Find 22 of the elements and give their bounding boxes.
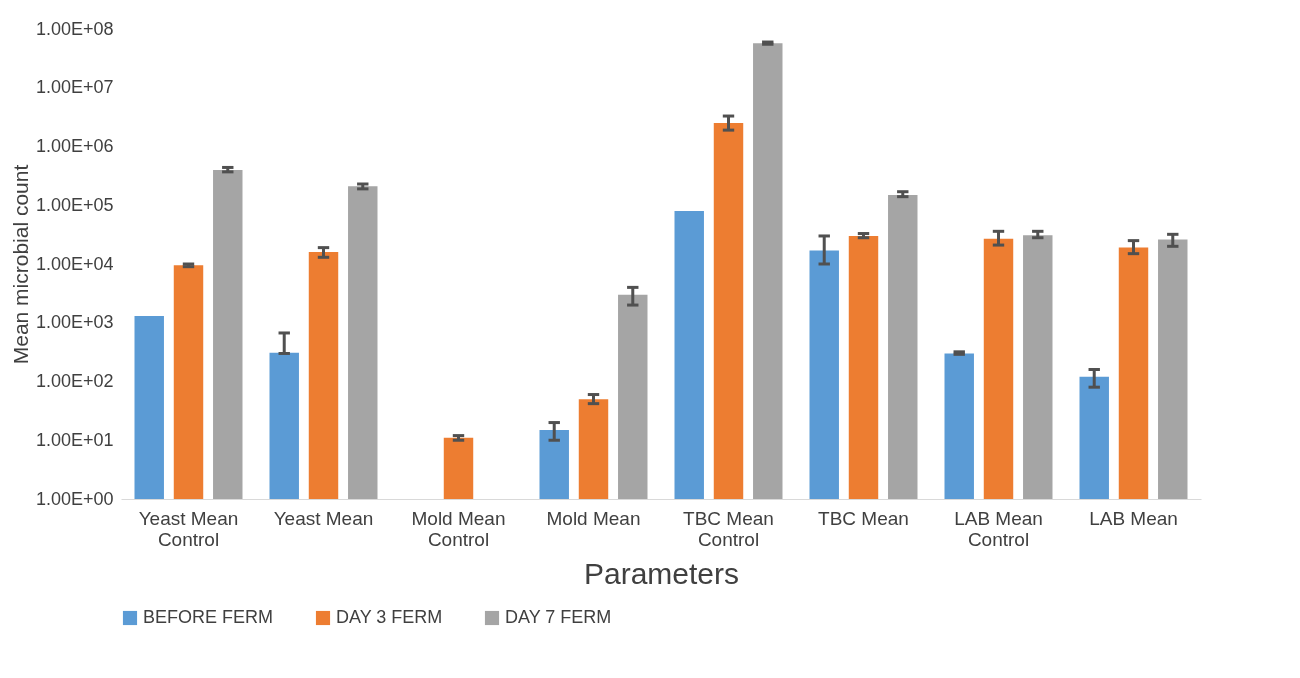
y-axis-title: Mean microbial count — [8, 164, 32, 365]
y-tick-label: 1.00E+04 — [35, 253, 114, 274]
y-tick-label: 1.00E+02 — [35, 371, 114, 391]
y-tick-label: 1.00E+08 — [35, 18, 114, 39]
y-tick-label: 1.00E+01 — [35, 429, 114, 450]
legend-label: DAY 7 FERM — [505, 607, 612, 627]
y-tick-label: 1.00E+00 — [35, 488, 114, 509]
x-tick-label: Mold Mean Control — [411, 507, 506, 550]
legend-label: BEFORE FERM — [143, 607, 274, 627]
x-tick-label: TBC Mean — [818, 507, 909, 529]
x-tick-label: Mold Mean — [546, 507, 641, 529]
x-axis-title: Parameters — [583, 556, 740, 590]
x-tick-label: Yeast Mean — [273, 507, 374, 529]
y-tick-label: 1.00E+03 — [35, 312, 114, 333]
x-tick-label: Yeast Mean Control — [138, 507, 239, 550]
legend-label: DAY 3 FERM — [336, 607, 443, 627]
y-tick-label: 1.00E+05 — [35, 194, 114, 215]
y-tick-label: 1.00E+07 — [35, 77, 114, 98]
y-tick-label: 1.00E+06 — [35, 136, 114, 156]
x-tick-label: LAB Mean Control — [954, 507, 1043, 550]
x-tick-label: TBC Mean Control — [683, 507, 774, 550]
x-tick-label: LAB Mean — [1089, 507, 1178, 529]
